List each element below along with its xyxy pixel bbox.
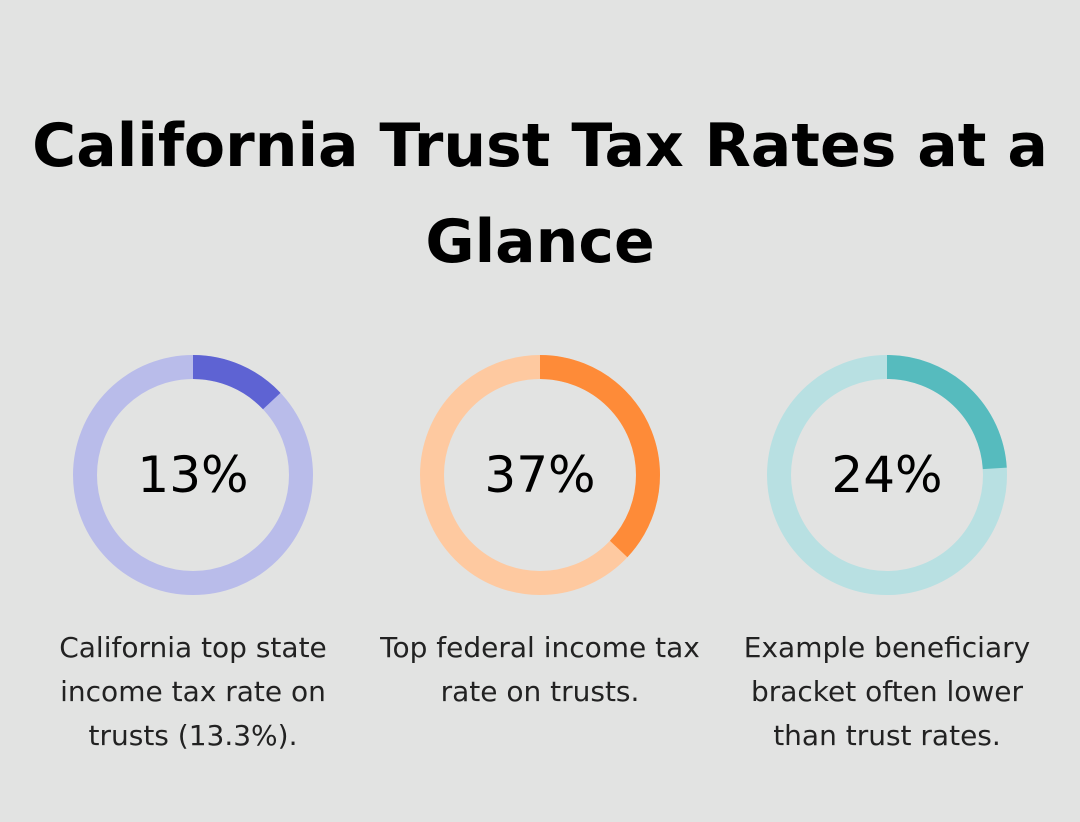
stat-card-federal: 37% Top federal income tax rate on trust… (370, 350, 710, 714)
donut-value-state: 13% (137, 446, 249, 504)
donut-value-federal: 37% (484, 446, 596, 504)
donut-svg-beneficiary (767, 355, 1007, 595)
stat-card-beneficiary: 24% Example beneficiary bracket often lo… (717, 350, 1057, 758)
caption-federal: Top federal income tax rate on trusts. (380, 631, 700, 708)
donut-chart-beneficiary: 24% (762, 350, 1012, 600)
donut-svg-federal (420, 355, 660, 595)
donut-chart-state: 13% (68, 350, 318, 600)
donut-chart-federal: 37% (415, 350, 665, 600)
donut-value-beneficiary: 24% (831, 446, 943, 504)
caption-beneficiary: Example beneficiary bracket often lower … (743, 631, 1031, 752)
donut-arc-federal (420, 355, 660, 595)
donut-arc-beneficiary (767, 355, 1007, 595)
donut-arc-state (73, 355, 313, 595)
donut-svg-state (73, 355, 313, 595)
caption-state: California top state income tax rate on … (59, 631, 327, 752)
chart-title: California Trust Tax Rates at a Glance (32, 111, 1048, 277)
stat-card-state: 13% California top state income tax rate… (23, 350, 363, 758)
